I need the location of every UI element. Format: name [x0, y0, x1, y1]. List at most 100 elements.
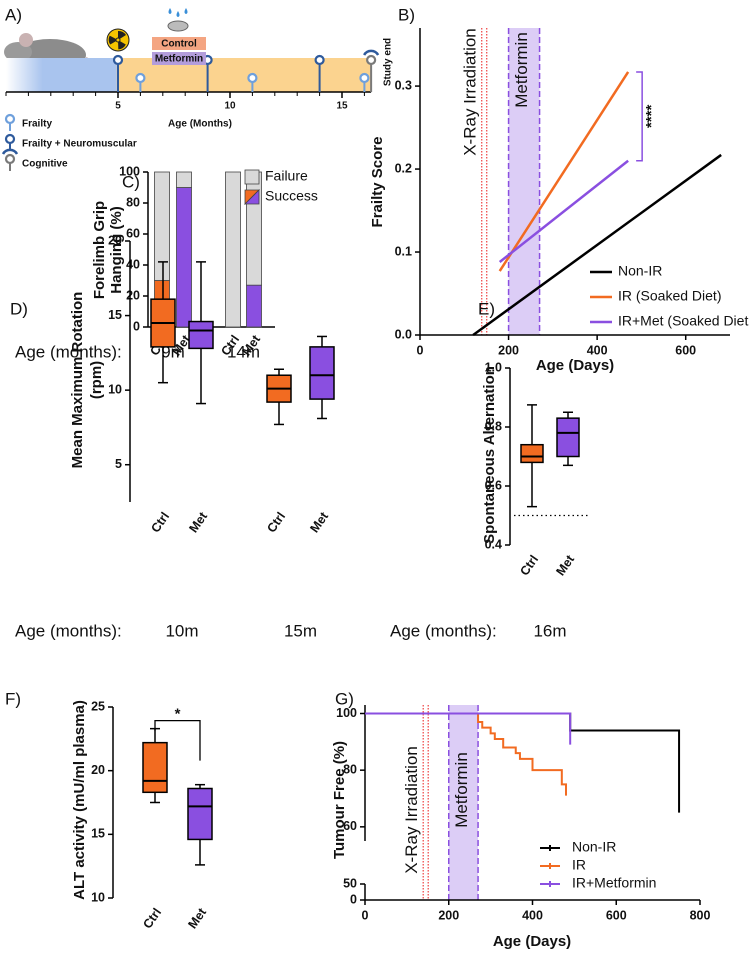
significance-bracket — [636, 71, 643, 162]
panel-label: A) — [5, 5, 22, 24]
x-tick-label: Met — [307, 509, 331, 535]
diet-box — [152, 37, 206, 50]
diet-label: Metformin — [155, 54, 203, 65]
legend-label: IR+Met (Soaked Diet — [618, 313, 748, 329]
box — [187, 787, 213, 841]
panel-label: D) — [10, 299, 28, 318]
significance-label: * — [175, 706, 181, 723]
group-label: 15m — [284, 621, 317, 640]
group-label: 10m — [165, 621, 198, 640]
x-axis-label: Age (Days) — [536, 357, 614, 374]
pin — [1, 148, 19, 171]
y-axis-label: (rpm) — [88, 361, 105, 399]
radiation-blade — [117, 40, 126, 50]
mouse-ear — [19, 33, 33, 47]
study-end-label: Study end — [383, 38, 394, 86]
y-axis-label: Hanging (%) — [108, 206, 125, 294]
pin-head — [135, 72, 146, 84]
pin — [112, 54, 124, 92]
mouse-head — [4, 42, 32, 62]
bar-segment — [246, 171, 262, 286]
x-tick-label: Ctrl — [148, 510, 172, 536]
legend-label: Failure — [265, 168, 308, 184]
metformin-window — [448, 705, 479, 900]
legend-swatch — [244, 189, 260, 205]
x-tick-label: 200 — [438, 908, 459, 922]
timeline-legend-label: Frailty + Neuromuscular — [22, 139, 137, 150]
pin — [135, 72, 146, 92]
y-tick-label: 0.1 — [395, 244, 412, 258]
legend-label: IR+Metformin — [572, 875, 656, 891]
trend-line — [498, 159, 629, 263]
panel-label: F) — [5, 689, 21, 708]
bar-segment — [154, 171, 170, 281]
x-tick-label: 600 — [675, 343, 696, 357]
box — [556, 417, 580, 458]
box — [142, 741, 168, 794]
pin — [359, 72, 370, 92]
x-tick-label: 600 — [606, 908, 627, 922]
bar-segment — [225, 171, 241, 328]
y-tick-label: 10 — [91, 890, 105, 904]
group-label: 14m — [227, 342, 260, 361]
age-label: Age (months): — [15, 342, 122, 361]
y-tick-label: 20 — [126, 288, 140, 302]
y-axis-label: ALT activity (mU/ml plasma) — [71, 700, 88, 900]
panel-label: G) — [335, 689, 354, 708]
x-tick-label: Met — [186, 509, 210, 535]
y-tick-label: 0 — [133, 319, 140, 333]
pin-head — [247, 72, 258, 84]
y-axis-label: Spontaneous Alternation — [481, 366, 498, 544]
survival-step — [365, 712, 572, 745]
y-tick-label: 0.6 — [485, 478, 502, 492]
food-dish — [167, 20, 189, 32]
legend-label: IR (Soaked Diet) — [618, 288, 721, 304]
timeline-legend-label: Cognitive — [22, 159, 68, 170]
legend-label: Non-IR — [618, 263, 662, 279]
y-tick-label: 0.4 — [485, 537, 502, 551]
age-label: Age (months): — [15, 621, 122, 640]
y-tick-label: 80 — [126, 195, 140, 209]
y-axis-label: Forelimb Grip — [91, 201, 108, 299]
legend-label: IR — [572, 857, 586, 873]
x-tick-label: 800 — [690, 908, 711, 922]
radiation-core — [115, 37, 121, 43]
pin — [4, 133, 16, 151]
y-tick-label: 1.0 — [485, 360, 502, 374]
y-tick-label: 60 — [126, 226, 140, 240]
droplet — [168, 8, 172, 14]
x-tick-label: Met — [185, 905, 209, 931]
box — [309, 346, 335, 400]
y-tick-label: 0 — [350, 892, 357, 906]
x-tick-label: 400 — [587, 343, 608, 357]
x-tick-label: 200 — [498, 343, 519, 357]
x-tick-label: 0 — [417, 343, 424, 357]
y-tick-label: 100 — [119, 164, 140, 178]
panel-label: C) — [122, 172, 140, 191]
bar-segment — [176, 187, 192, 328]
radiation-blade — [108, 35, 118, 45]
pin-head — [112, 54, 124, 66]
y-tick-label: 0.8 — [485, 419, 502, 433]
month-tick-label: 10 — [224, 101, 236, 112]
pin-arc — [363, 49, 380, 56]
x-tick-label: Met — [553, 552, 577, 578]
significance-label: **** — [643, 105, 660, 129]
y-axis-label: Tumour Free (%) — [331, 741, 348, 859]
age-label: Age (months): — [390, 621, 497, 640]
timeline-legend-label: Frailty — [22, 119, 52, 130]
trend-line — [472, 153, 722, 337]
droplet — [176, 11, 180, 17]
legend-label: Success — [265, 188, 318, 204]
y-tick-label: 100 — [336, 706, 357, 720]
y-tick-label: 5 — [115, 457, 122, 471]
pin-head — [4, 113, 16, 125]
y-tick-label: 80 — [343, 762, 357, 776]
diet-box — [152, 52, 206, 65]
bar-segment — [246, 284, 262, 328]
y-tick-label: 10 — [108, 382, 122, 396]
y-axis-label: Mean Maximum Rotation — [69, 292, 86, 469]
survival-step — [365, 712, 567, 796]
legend-label: Non-IR — [572, 839, 616, 855]
